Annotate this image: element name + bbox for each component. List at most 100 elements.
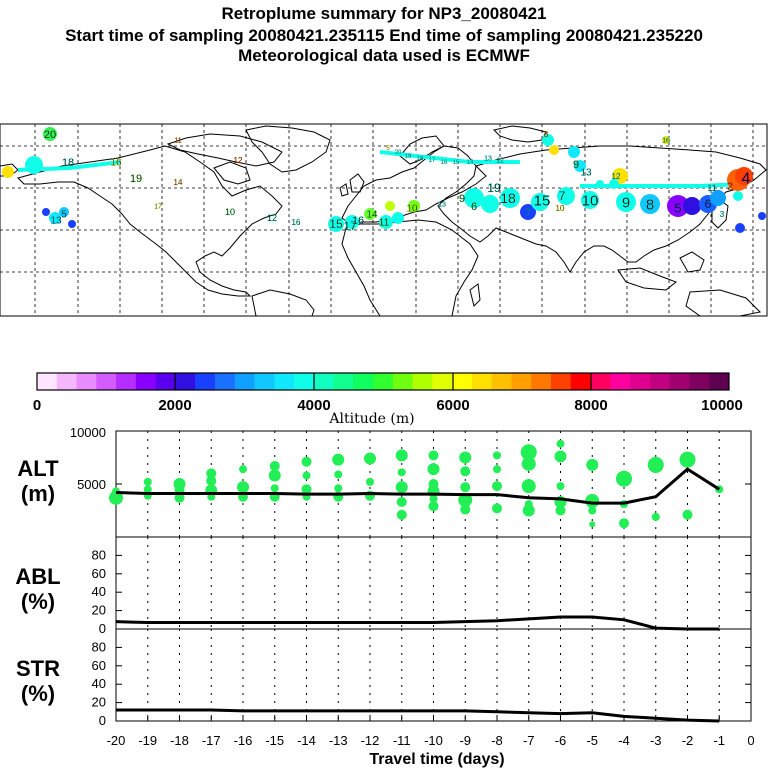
alt-median-line [115,467,721,505]
alt-point [460,504,471,515]
alt-point [206,468,217,479]
map-day-label: 18 [417,156,424,162]
ytick-label: 80 [92,639,106,654]
plume-blob [609,179,619,189]
plume-blob [662,136,670,144]
map-day-label: 3 [720,210,725,219]
colorbar-cell [37,373,58,390]
map-day-label: 16 [110,158,122,169]
map-day-label: 7 [525,207,530,217]
colorbar-frame [36,372,730,391]
alt-point [521,456,536,471]
map-day-label: 8 [646,196,654,213]
map-day-label: 20 [395,150,402,156]
alt-point [109,490,123,505]
map-day-label: 15 [534,192,551,209]
colorbar-cell [511,373,532,390]
alt-point [396,509,407,520]
map-day-label: 12 [267,213,277,223]
xtick-label: -19 [138,733,157,748]
colorbar-cell [274,373,295,390]
colorbar-cell [471,373,493,390]
plume-blob [735,167,753,185]
plume-blob [557,187,575,205]
colorbar-cell [254,373,275,390]
colorbar-cell [412,373,433,390]
alt-point [301,484,312,495]
map-day-label: 5 [674,201,681,216]
ytick-label: 40 [92,584,106,599]
colorbar-cell [432,373,453,390]
colorbar-cell [353,373,374,390]
map-day-label: 16 [292,218,301,227]
met-data-note: Meteorological data used is ECMWF [238,46,530,65]
colorbar-tick: 10000 [701,397,743,414]
plume-blob [549,145,559,155]
map-day-label: 17 [154,203,162,210]
map-day-label: 5 [61,210,67,221]
xtick-label: -1 [713,733,725,748]
xtick-label: -13 [329,733,348,748]
alt-point [524,500,533,509]
map-day-label: 16 [441,160,448,166]
plume-blob [49,212,61,224]
alt-point [206,475,217,486]
map-day-label: 10 [225,207,235,217]
alt-point [522,504,535,517]
alt-point [682,509,693,520]
ytick-label: 60 [92,658,106,673]
alt-point [173,478,186,490]
colorbar-tick: 8000 [574,397,607,414]
colorbar-tick: 0 [33,397,41,414]
map-day-label: 15 [329,217,343,231]
map-day-label: 9 [622,194,630,211]
map-day-label: 13 [580,168,592,179]
alt-point [174,492,185,503]
colorbar-cell [373,373,394,390]
sampling-times: Start time of sampling 20080421.235115 E… [65,26,703,45]
plume-blob [42,208,50,216]
map-day-label: 14 [366,210,378,221]
plume-blob [364,208,376,220]
alt-point [302,471,311,480]
colorbar-cell [214,373,236,390]
alt-point [428,450,439,461]
plume-blob [568,146,580,158]
xtick-label: -7 [523,733,535,748]
xtick-label: -20 [107,733,126,748]
map-day-label: 16 [662,137,670,144]
alt-point [428,479,439,489]
alt-point [334,470,343,479]
str-ylabel: STR [16,656,60,681]
xtick-label: -17 [202,733,221,748]
alt-point [554,450,567,463]
map-grid [0,124,767,316]
alt-point [268,469,281,482]
alt-point [520,444,537,461]
alt-point [428,501,439,512]
plume-blob [581,191,599,209]
plume-blob [735,223,745,233]
ytick-label: 20 [92,603,106,618]
map-day-label: 10 [556,204,565,213]
colorbar-cell [234,373,255,390]
alt-point [616,470,632,487]
abl-ylabel: ABL [15,564,60,589]
alt-point [332,453,345,466]
alt-point [493,465,501,474]
colorbar-tick-labels: 0 2000 4000 6000 8000 10000 Altitude (m) [33,397,743,427]
plume-blob [520,204,536,220]
plume-blob [640,194,660,214]
alt-point [396,497,407,508]
x-axis: -20 -19 -18 -17 -16 -15 -14 -13 -12 -11 -10 -9 -8 -7-… [107,715,755,748]
colorbar-cell [96,373,117,390]
colorbar-cell [689,373,710,390]
plume-blob [683,197,701,215]
colorbar-cell [491,373,513,390]
alt-point [366,477,374,486]
plume-blob [59,207,69,217]
alt-point [458,492,473,507]
alt-point [492,503,502,514]
map-day-label: 14 [174,178,183,187]
